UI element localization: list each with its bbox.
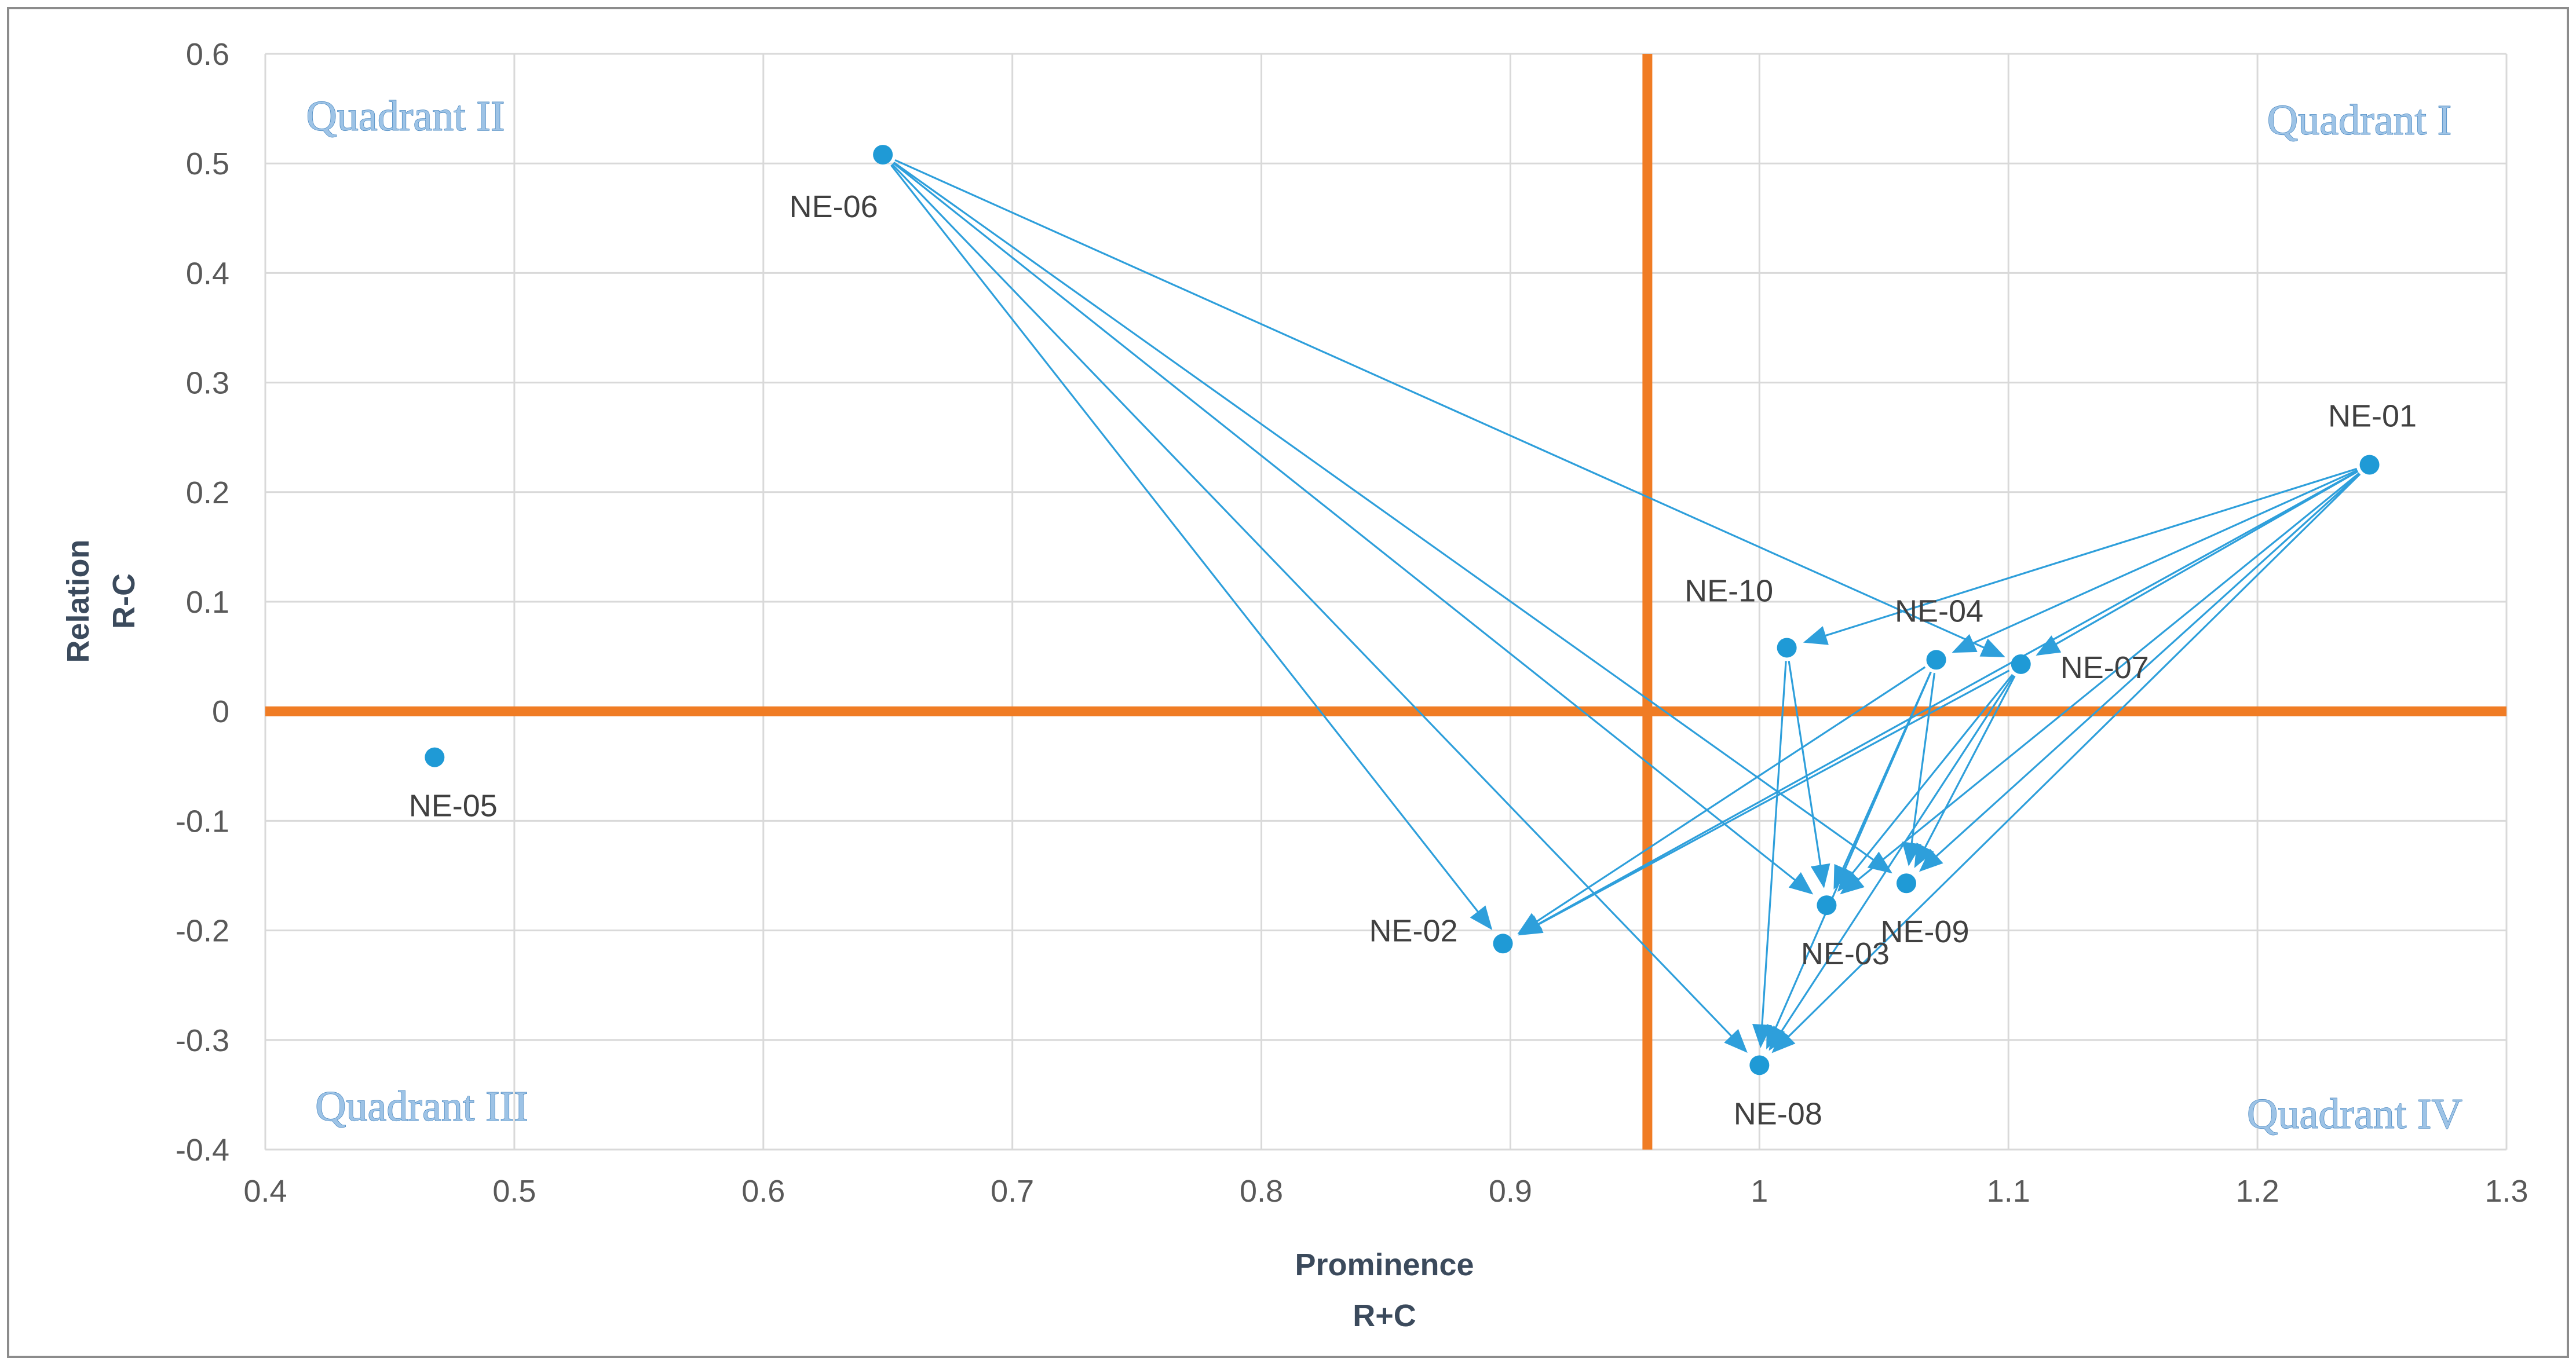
relation-arrow xyxy=(1840,472,2360,895)
relation-arrow xyxy=(1837,674,2014,892)
y-axis-title: R-C xyxy=(107,573,141,629)
quadrant-labels: Quadrant II Quadrant I Quadrant III Quadran… xyxy=(306,92,2463,1138)
quadrant-label: Quadrant II xyxy=(306,93,505,140)
relation-arrow xyxy=(1766,671,1932,1050)
threshold-lines xyxy=(265,54,2506,1150)
data-point xyxy=(2011,654,2031,674)
x-tick-label: 0.9 xyxy=(1489,1174,1532,1209)
x-tick-label: 0.4 xyxy=(243,1174,287,1209)
relation-arrow xyxy=(1517,666,1926,935)
relation-arrow xyxy=(894,159,2005,657)
data-point xyxy=(425,747,445,767)
x-axis-title: Prominence xyxy=(1295,1247,1474,1282)
relation-arrow xyxy=(2036,470,2359,656)
y-tick-label: -0.1 xyxy=(176,804,229,839)
axis-titles: Prominence R+C Relation R-C xyxy=(61,539,1474,1333)
x-tick-label: 0.8 xyxy=(1240,1174,1283,1209)
data-point-label: NE-08 xyxy=(1734,1096,1822,1131)
data-point xyxy=(1493,934,1513,954)
relation-arrow xyxy=(1518,470,2359,935)
relation-arrow xyxy=(891,163,1748,1053)
data-point xyxy=(1926,650,1946,670)
relation-arrow xyxy=(1771,473,2361,1053)
relation-arrow xyxy=(1769,675,2015,1051)
relation-arrow xyxy=(890,164,1493,931)
x-tick-label: 0.6 xyxy=(741,1174,785,1209)
data-point xyxy=(873,145,893,165)
data-point-label: NE-03 xyxy=(1801,936,1890,971)
relation-arrow xyxy=(1803,467,2358,645)
data-point xyxy=(1749,1055,1770,1075)
quadrant-label: Quadrant III xyxy=(315,1083,528,1130)
quadrant-label: Quadrant IV xyxy=(2247,1090,2462,1138)
x-tick-label: 1.2 xyxy=(2236,1174,2279,1209)
y-axis-title: Relation xyxy=(61,539,96,663)
x-tick-label: 1.1 xyxy=(1987,1174,2030,1209)
y-tick-label: -0.2 xyxy=(176,914,229,949)
quadrant-label: Quadrant I xyxy=(2267,97,2451,144)
x-tick-label: 1 xyxy=(1751,1174,1768,1209)
data-point xyxy=(1896,873,1916,894)
data-point-label: NE-02 xyxy=(1369,913,1457,948)
relation-arrow xyxy=(1788,660,1830,888)
x-tick-label: 0.7 xyxy=(991,1174,1034,1209)
y-tick-label: -0.3 xyxy=(176,1023,229,1058)
relation-arrow xyxy=(893,162,1892,874)
relation-arrow xyxy=(1952,469,2358,653)
tick-labels: 0.4 0.5 0.6 0.7 0.8 0.9 1 1.1 1.2 1.3 0.6 0.5 0.4 0.3… xyxy=(176,37,2529,1209)
relation-arrow xyxy=(1518,669,2010,936)
y-tick-label: 0 xyxy=(212,694,229,729)
x-tick-label: 1.3 xyxy=(2484,1174,2528,1209)
y-tick-label: 0.4 xyxy=(186,256,229,291)
relation-arrow xyxy=(893,162,1814,895)
data-point-label: NE-10 xyxy=(1685,573,1773,608)
y-tick-label: 0.1 xyxy=(186,585,229,620)
relation-arrow xyxy=(1752,661,1787,1048)
data-point xyxy=(1817,895,1837,916)
data-point-label: NE-06 xyxy=(790,189,878,224)
data-points: NE-01 NE-02 NE-03 NE-04 NE-05 NE-06 NE-07 NE-08… xyxy=(409,145,2417,1131)
chart-border xyxy=(7,7,2569,1358)
data-point-label: NE-05 xyxy=(409,789,498,824)
relation-arrow xyxy=(1914,675,2016,869)
y-tick-label: 0.2 xyxy=(186,475,229,510)
data-point xyxy=(2359,455,2380,475)
y-tick-label: -0.4 xyxy=(176,1133,229,1168)
data-point xyxy=(1777,638,1797,658)
y-tick-label: 0.5 xyxy=(186,147,229,181)
data-point-label: NE-07 xyxy=(2060,650,2149,685)
relation-arrow xyxy=(1902,672,1936,866)
data-point-label: NE-09 xyxy=(1880,914,1969,949)
x-axis-title: R+C xyxy=(1353,1298,1416,1333)
relation-arrow xyxy=(1919,473,2361,872)
y-tick-label: 0.6 xyxy=(186,37,229,72)
relation-arrows xyxy=(890,159,2361,1053)
y-tick-label: 0.3 xyxy=(186,366,229,401)
x-tick-label: 0.5 xyxy=(492,1174,536,1209)
data-point-label: NE-01 xyxy=(2328,399,2417,434)
data-point-label: NE-04 xyxy=(1895,594,1983,628)
